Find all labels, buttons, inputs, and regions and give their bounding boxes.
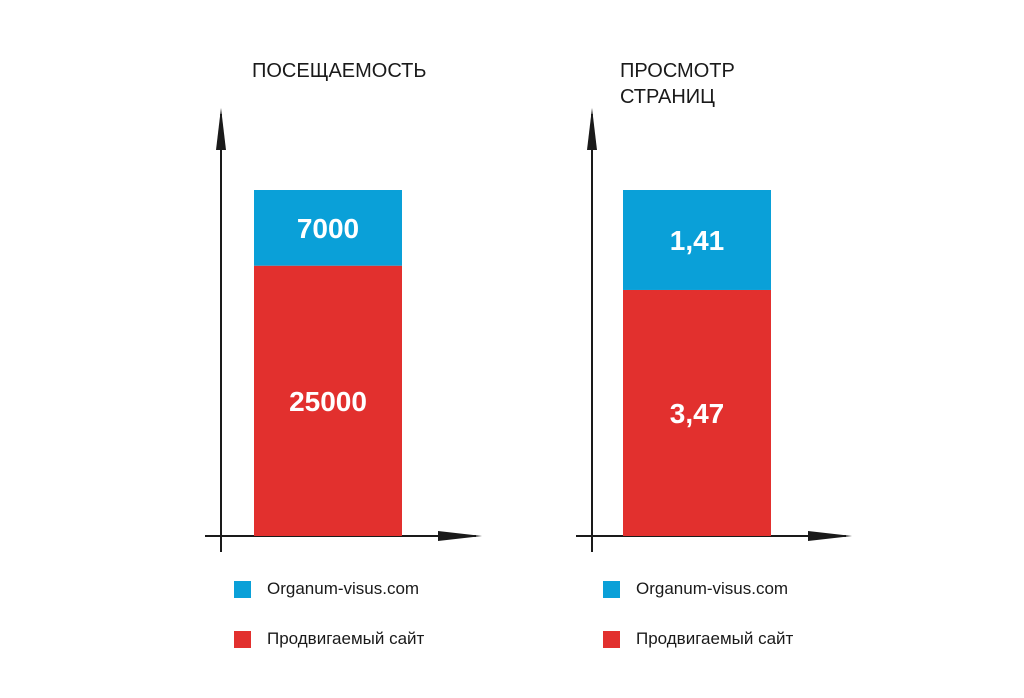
bar-promoted-visits bbox=[254, 265, 402, 536]
legend-item-competitor-pageviews: Organum-visus.com bbox=[603, 579, 788, 599]
legend-label: Продвигаемый сайт bbox=[267, 629, 425, 648]
bar-promoted-pageviews bbox=[623, 289, 771, 536]
y-axis-arrow-visits bbox=[216, 108, 226, 150]
y-axis-arrow-pageviews bbox=[587, 108, 597, 150]
legend-swatch-competitor bbox=[234, 580, 251, 598]
chart-title-visits: ПОСЕЩАЕМОСТЬ bbox=[252, 60, 427, 82]
legend-item-promoted-pageviews: Продвигаемый сайт bbox=[603, 629, 793, 649]
legend-label: Продвигаемый сайт bbox=[636, 629, 794, 648]
legend-item-promoted-visits: Продвигаемый сайт bbox=[234, 629, 424, 649]
legend-item-competitor-visits: Organum-visus.com bbox=[234, 579, 419, 599]
legend-label: Organum-visus.com bbox=[636, 579, 789, 598]
bar-label-competitor-pageviews: 1,41 bbox=[670, 225, 725, 256]
bar-competitor-visits bbox=[254, 190, 402, 266]
bar-competitor-pageviews bbox=[623, 190, 771, 290]
chart-title-pageviews: ПРОСМОТР СТРАНИЦ bbox=[620, 60, 735, 108]
legend-label: Organum-visus.com bbox=[267, 579, 420, 598]
legend-swatch-promoted bbox=[234, 630, 251, 648]
bar-label-competitor-visits: 7000 bbox=[297, 213, 359, 244]
x-axis-arrow-pageviews bbox=[808, 531, 852, 541]
x-axis-arrow-visits bbox=[438, 531, 482, 541]
legend-swatch-promoted bbox=[603, 630, 620, 648]
bar-label-promoted-visits: 25000 bbox=[289, 386, 367, 417]
bar-label-promoted-pageviews: 3,47 bbox=[670, 398, 725, 429]
legend-swatch-competitor bbox=[603, 580, 620, 598]
